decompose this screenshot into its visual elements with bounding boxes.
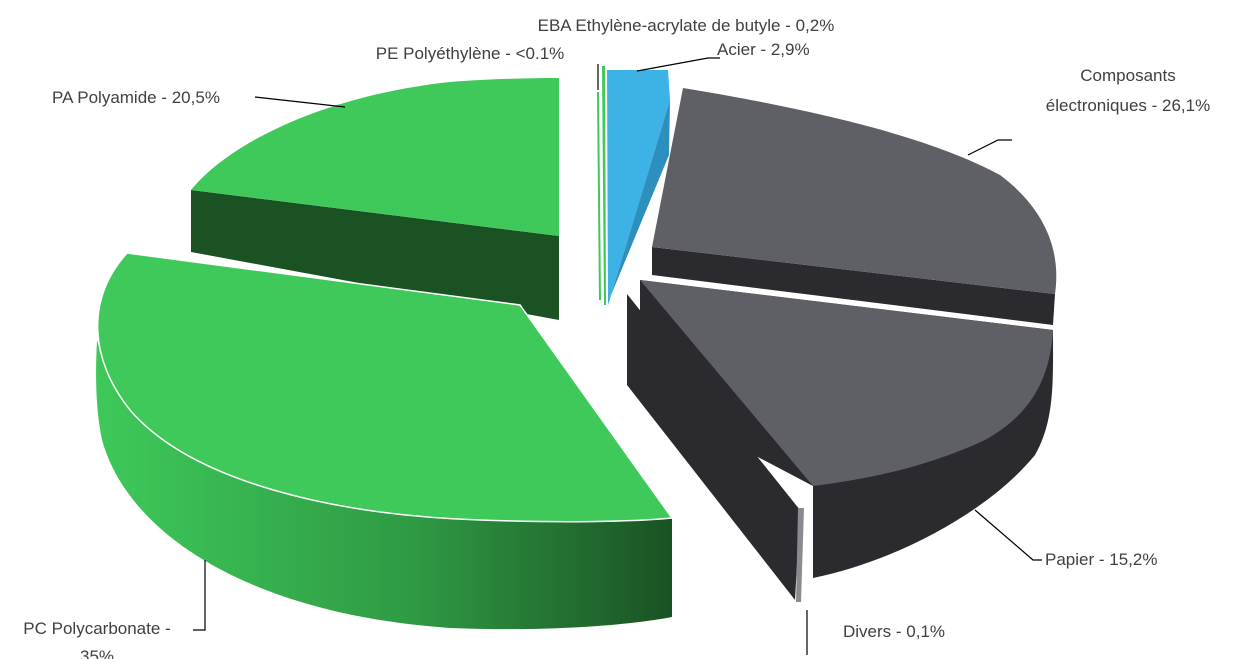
slice-eba[interactable] — [602, 66, 606, 305]
label-composants-line2: électroniques - 26,1% — [1046, 96, 1210, 115]
label-pc-line1: PC Polycarbonate - — [23, 619, 170, 638]
leader-papier — [974, 509, 1042, 561]
slice-pa-polyamide[interactable] — [191, 78, 559, 320]
leader-pa — [254, 96, 346, 108]
data-labels: EBA Ethylène-acrylate de butyle - 0,2% P… — [23, 16, 1210, 659]
slice-composants-electroniques[interactable] — [652, 88, 1057, 325]
label-pc-line2: 35% — [80, 647, 114, 659]
slice-acier[interactable] — [607, 70, 670, 305]
leader-lines — [193, 57, 1042, 655]
slice-pc-polycarbonate[interactable] — [96, 252, 674, 630]
slice-divers[interactable] — [627, 294, 804, 602]
label-divers: Divers - 0,1% — [843, 622, 945, 641]
label-composants-line1: Composants — [1080, 66, 1175, 85]
label-pe: PE Polyéthylène - <0.1% — [376, 44, 565, 63]
label-eba: EBA Ethylène-acrylate de butyle - 0,2% — [538, 16, 835, 35]
leader-pc — [193, 560, 206, 631]
label-acier: Acier - 2,9% — [717, 40, 810, 59]
leader-acier — [636, 57, 720, 72]
label-papier: Papier - 15,2% — [1045, 550, 1157, 569]
slice-papier[interactable] — [640, 280, 1054, 578]
label-pa: PA Polyamide - 20,5% — [52, 88, 220, 107]
slice-pe-polyethylene[interactable] — [597, 92, 601, 300]
leader-composants — [967, 139, 1012, 156]
